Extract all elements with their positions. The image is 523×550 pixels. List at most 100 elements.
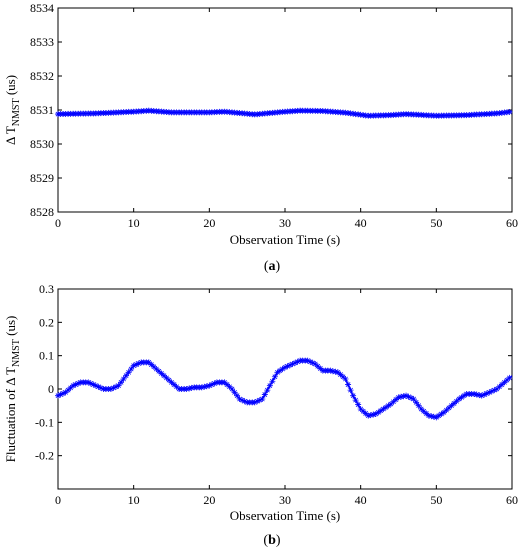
y-tick-label-a: 8528 [30,205,54,219]
data-point-b [400,393,407,400]
x-tick-label-a: 10 [128,216,140,230]
data-point-b [314,363,321,370]
data-point-b [274,369,281,376]
data-point-b [448,402,455,409]
data-point-b [292,359,299,366]
y-tick-label-a: 8532 [30,69,54,83]
data-point-b [370,411,377,418]
data-point-b [478,392,485,399]
data-point-b [226,383,233,390]
data-point-b [279,366,286,372]
data-point-b [125,369,132,376]
data-point-b [430,413,437,420]
data-point-b [203,383,210,390]
data-point-b [145,359,152,366]
x-tick-label-b: 30 [279,493,291,507]
data-point-b [372,411,379,417]
y-axis-label-main-a: Δ T [3,126,18,145]
x-tick-label-a: 30 [279,216,291,230]
data-point-b [271,373,278,380]
y-axis-label-sub-a: NMST [11,98,22,126]
x-tick-label-b: 0 [55,493,61,507]
data-point-b [97,384,104,391]
data-point-b [135,360,142,367]
y-tick-label-b: -0.2 [35,449,54,463]
data-point-b [75,380,82,387]
data-point-b [133,361,140,368]
data-point-b [488,388,495,395]
y-tick-label-a: 8534 [30,1,54,15]
x-tick-label-a: 60 [506,216,518,230]
data-point-b [420,408,427,415]
chart-panel-a: 0 10 20 30 40 50 60 8528 8529 8530 8531 8532 8533 853… [3,1,518,274]
plot-area-b [57,288,513,490]
data-point-b [350,392,357,399]
data-point-b [128,366,135,372]
data-point-b [284,363,291,370]
data-point-b [165,377,172,384]
data-point-b [498,381,505,388]
y-axis-label-main-b: Fluctuation of Δ T [3,367,18,462]
chart-panel-b: 0 10 20 30 40 50 60 -0.2 -0.1 0 0.1 0.2 0.3 Observati… [3,282,518,548]
data-point-b [387,401,394,407]
data-point-b [123,372,130,379]
data-point-b [304,357,311,364]
data-point-b [72,381,79,388]
data-point-b [360,408,367,415]
data-point-b [201,383,208,390]
data-point-b [390,398,397,405]
y-tick-label-b: 0.3 [39,282,54,296]
data-point-b [317,365,324,372]
data-point-b [264,387,271,394]
x-tick-label-a: 20 [203,216,215,230]
data-point-b [347,387,354,394]
x-tick-label-b: 50 [430,493,442,507]
data-point-b [486,389,493,396]
data-point-b [231,389,238,396]
data-point-b [110,384,117,391]
data-point-b [57,391,64,398]
data-point-b [415,402,422,409]
data-point-b [294,358,301,365]
data-point-b [385,402,392,409]
x-tick-label-b: 60 [506,493,518,507]
data-point-b [450,400,457,407]
x-tick-label-a: 50 [430,216,442,230]
data-point-b [334,369,341,376]
series-markers-b [55,357,513,421]
data-point-b [413,399,420,406]
data-point-b [186,385,193,392]
y-axis-label-sub-b: NMST [11,339,22,367]
data-point-b [367,412,374,419]
data-point-b [155,368,162,375]
y-tick-label-b: 0.2 [39,315,54,329]
y-axis-label-unit-a: (us) [3,75,18,98]
data-point-b [329,368,336,375]
data-point-b [440,409,447,416]
data-point-b [65,387,72,394]
data-point-b [357,406,364,412]
data-point-b [95,383,102,390]
data-point-b [445,404,452,411]
data-point-b [241,398,248,405]
data-point-b [423,410,430,417]
data-point-b [392,396,399,403]
data-point-b [150,363,157,370]
data-point-b [183,386,190,392]
data-point-b [171,381,178,388]
y-axis-label-b: Fluctuation of Δ TNMST (us) [3,316,22,463]
data-point-b [461,392,468,399]
data-point-b [403,392,410,399]
data-point-b [259,396,266,402]
x-tick-label-a: 40 [355,216,367,230]
y-tick-label-b: 0.1 [39,349,54,363]
x-tick-label-b: 10 [128,493,140,507]
data-point-b [208,381,215,388]
data-point-b [115,382,122,389]
data-point-b [62,389,69,396]
y-tick-label-a: 8533 [30,35,54,49]
data-point-b [453,398,460,405]
panel-label-a: (a) [264,259,281,274]
data-point-b [239,397,246,404]
